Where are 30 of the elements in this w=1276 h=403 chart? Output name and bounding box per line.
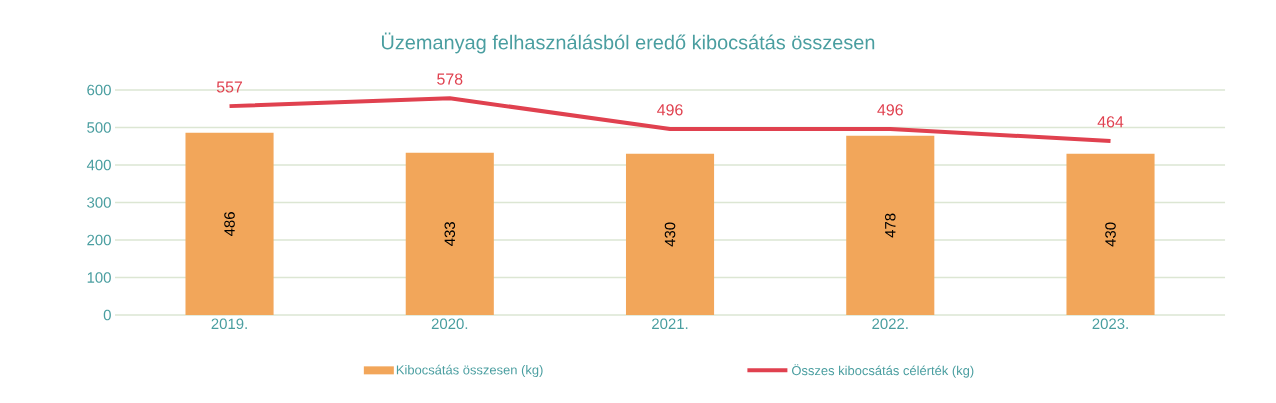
data-label: 578	[437, 73, 463, 85]
x-tick-label: 2019.	[211, 318, 247, 330]
y-tick-label: 500	[87, 122, 111, 133]
x-tick-label: 2020.	[431, 318, 468, 330]
data-label: 433	[444, 222, 456, 246]
bar	[1066, 153, 1155, 315]
chart-title: Üzemanyag felhasználásból eredő kibocsátás összesen	[381, 32, 875, 54]
bar	[846, 135, 935, 315]
y-tick-label: 100	[87, 272, 111, 283]
x-tick-label: 2021.	[652, 318, 688, 330]
data-label: 557	[216, 81, 243, 93]
bar	[405, 152, 494, 315]
y-tick-label: 200	[87, 234, 111, 246]
data-label: 496	[877, 104, 903, 116]
x-tick-label: 2022.	[872, 318, 908, 330]
data-label: 496	[657, 104, 683, 116]
x-tick-label: 2023.	[1092, 318, 1128, 330]
y-tick-label: 400	[86, 159, 111, 171]
data-label: 430	[664, 222, 676, 247]
bar	[625, 153, 715, 315]
data-label: 486	[224, 212, 235, 236]
y-tick-label: 0	[103, 309, 111, 321]
data-label: 430	[1105, 222, 1116, 247]
data-label: 478	[884, 213, 896, 238]
y-tick-label: 600	[87, 84, 111, 96]
legend-label: Kibocsátás összesen (kg)	[396, 364, 543, 378]
y-tick-label: 300	[87, 197, 111, 208]
bar	[185, 132, 274, 315]
data-label: 464	[1097, 116, 1124, 128]
legend-label: Összes kibocsátás célérték (kg)	[792, 364, 974, 378]
